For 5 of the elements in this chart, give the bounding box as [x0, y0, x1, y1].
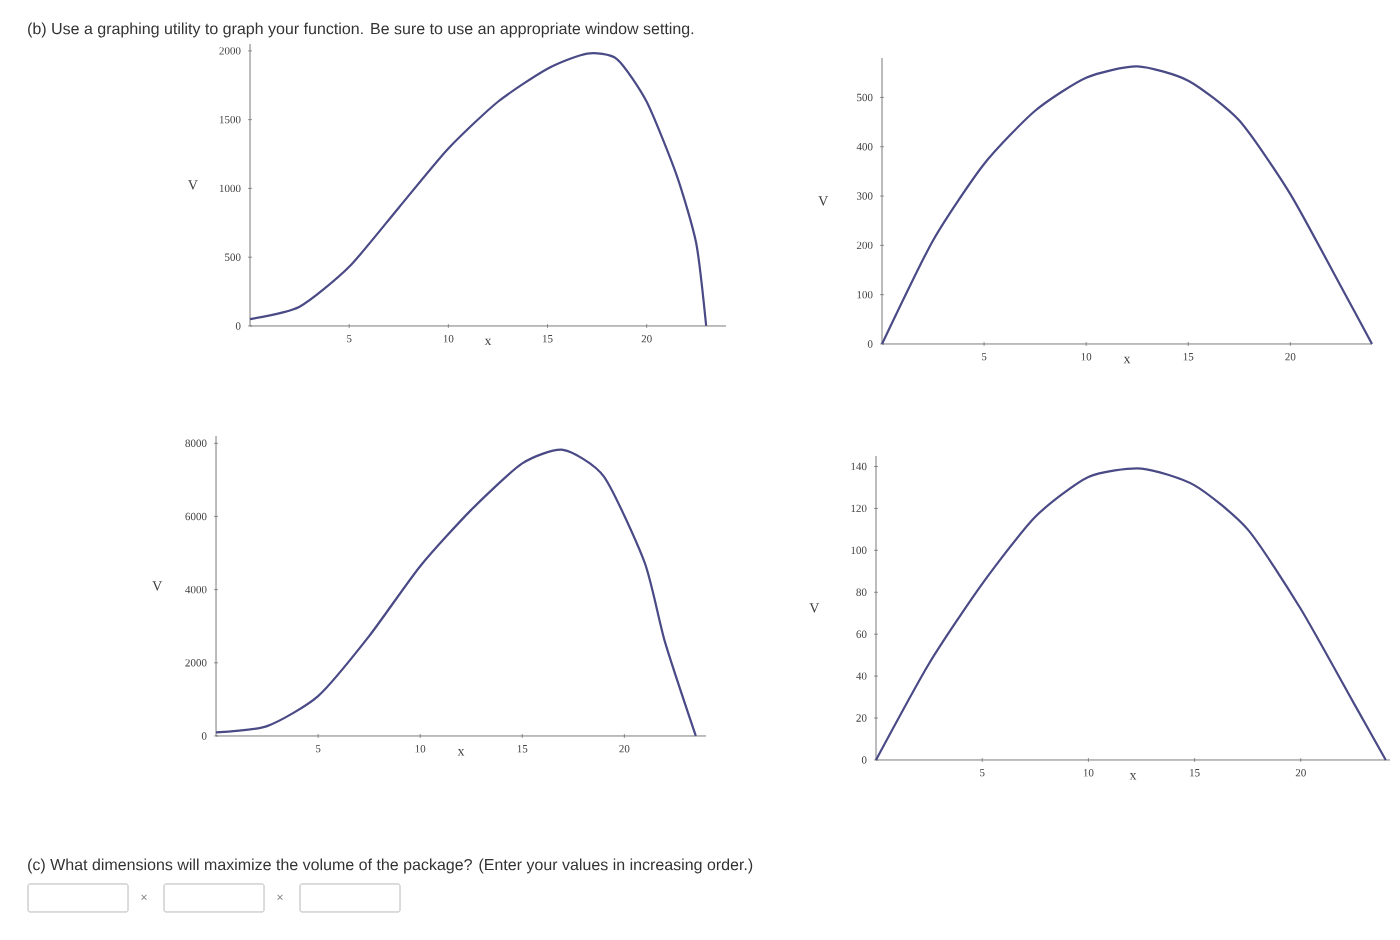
line-series: [880, 65, 1374, 346]
chart-title: (b) Use a graphing utility to graph your function. Be sure to use an appropriate window setting.: [28, 22, 694, 38]
line-series: [214, 448, 697, 738]
text: (c) What dimensions will maximize the volume of the package? (Enter your values in increasing order.): [28, 858, 753, 874]
line-series: [248, 52, 708, 328]
